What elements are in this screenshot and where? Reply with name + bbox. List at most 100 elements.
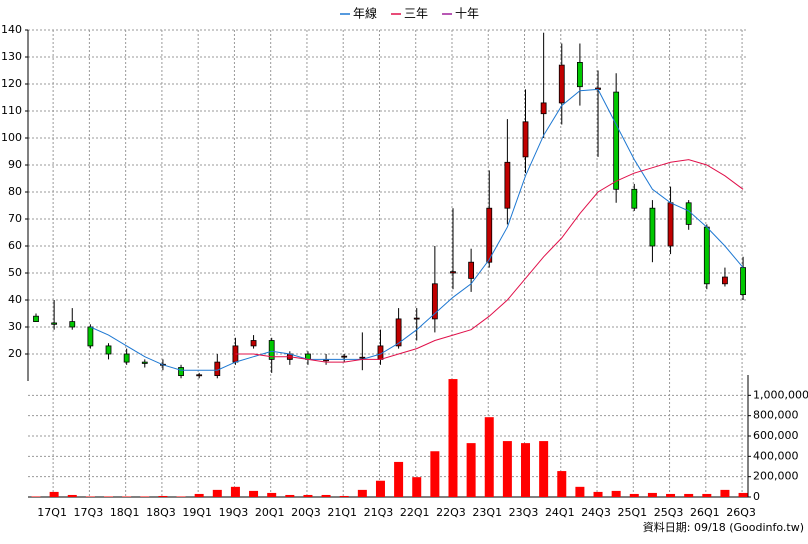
volume-tick-label: 0 — [753, 490, 760, 503]
candle-body — [123, 353, 130, 363]
candle-body — [178, 367, 184, 377]
candle-body — [504, 161, 511, 209]
volume-bar — [122, 496, 132, 497]
volume-bar — [339, 495, 349, 497]
x-tick-label: 19Q1 — [182, 506, 212, 519]
candle-body — [33, 315, 39, 323]
legend-label: 十年 — [455, 7, 479, 21]
volume-tick-label: 800,000 — [753, 409, 799, 422]
volume-bar — [230, 486, 240, 497]
y-tick-label: 70 — [8, 212, 22, 225]
volume-bar — [394, 461, 404, 497]
y-tick-label: 100 — [1, 131, 22, 144]
volume-bar — [448, 379, 458, 497]
y-tick-label: 120 — [1, 77, 22, 90]
y-tick-label: 60 — [8, 239, 22, 252]
candle-body — [685, 202, 692, 225]
y-tick-label: 40 — [8, 293, 22, 306]
candle-body — [613, 91, 620, 190]
volume-bar — [31, 496, 41, 497]
x-tick-label: 23Q3 — [509, 506, 539, 519]
y-tick-label: 80 — [8, 185, 22, 198]
volume-bar — [49, 491, 59, 497]
volume-bar — [158, 495, 168, 497]
volume-tick-label: 400,000 — [753, 449, 799, 462]
x-tick-label: 20Q3 — [291, 506, 321, 519]
x-tick-label: 19Q3 — [219, 506, 249, 519]
ma-line — [90, 88, 744, 371]
x-tick-label: 24Q3 — [581, 506, 611, 519]
volume-bar — [267, 492, 277, 497]
volume-bar — [629, 493, 639, 497]
x-tick-label: 24Q1 — [545, 506, 575, 519]
candle-body — [87, 326, 94, 347]
y-tick-label: 50 — [8, 266, 22, 279]
x-tick-label: 22Q3 — [436, 506, 466, 519]
candle-body — [413, 317, 420, 320]
y-tick-label: 90 — [8, 158, 22, 171]
candle-body — [577, 62, 583, 88]
volume-bar — [85, 496, 95, 497]
x-tick-label: 25Q1 — [617, 506, 647, 519]
volume-bar — [412, 477, 422, 497]
volume-bar — [593, 491, 603, 497]
volume-bar — [521, 443, 531, 497]
volume-bar — [249, 490, 259, 497]
candle-body — [703, 226, 710, 285]
volume-bar — [176, 496, 186, 497]
volume-bar — [321, 494, 331, 497]
footer: 資料日期: 09/18 (Goodinfo.tw) — [643, 520, 804, 534]
candle-body — [196, 374, 203, 377]
y-tick-label: 140 — [1, 23, 22, 36]
candle-body — [214, 361, 221, 377]
volume-bar — [285, 494, 295, 497]
candle-body — [431, 283, 438, 320]
x-tick-label: 18Q3 — [146, 506, 176, 519]
x-tick-label: 22Q1 — [400, 506, 430, 519]
x-tick-label: 21Q3 — [364, 506, 394, 519]
x-tick-label: 18Q1 — [110, 506, 140, 519]
volume-bar — [212, 489, 222, 497]
volume-tick-label: 1,000,000 — [753, 388, 808, 401]
candle-body — [740, 267, 746, 296]
y-tick-label: 20 — [8, 347, 22, 360]
candle-body — [105, 345, 112, 355]
candle-body — [450, 271, 456, 274]
volume-bar — [194, 493, 204, 497]
y-tick-label: 30 — [8, 320, 22, 333]
x-tick-label: 17Q3 — [74, 506, 104, 519]
legend-label: 年線 — [353, 6, 377, 21]
legend: 年線 三年 十年 — [340, 6, 479, 21]
volume-bar — [140, 496, 150, 497]
volume-bar — [484, 417, 494, 497]
candle-body — [395, 318, 402, 347]
volume-bar — [684, 493, 694, 497]
volume-bar — [575, 486, 585, 497]
volume-bar — [375, 480, 385, 497]
candle-body — [341, 355, 348, 358]
volume-bar — [647, 492, 657, 497]
volume-bar — [466, 443, 476, 497]
candle-body — [468, 261, 475, 279]
candle-body — [250, 340, 257, 347]
candle-body — [486, 207, 493, 263]
x-tick-label: 17Q1 — [37, 506, 67, 519]
volume-bar — [303, 494, 313, 497]
volume-bar — [104, 496, 114, 497]
candle-body — [631, 188, 638, 209]
volume-tick-label: 600,000 — [753, 429, 799, 442]
volume-bar — [430, 451, 440, 497]
volume-bar — [738, 492, 748, 497]
volume-bar — [357, 489, 367, 497]
volume-bar — [720, 489, 730, 497]
volume-tick-label: 200,000 — [753, 470, 799, 483]
volume-bar — [666, 493, 676, 497]
x-tick-label: 23Q1 — [472, 506, 502, 519]
ma-line — [235, 159, 744, 363]
candle-body — [51, 322, 58, 325]
candle-body — [359, 356, 366, 359]
candle-body — [540, 102, 547, 115]
x-tick-label: 26Q3 — [726, 506, 756, 519]
x-tick-label: 21Q1 — [327, 506, 357, 519]
